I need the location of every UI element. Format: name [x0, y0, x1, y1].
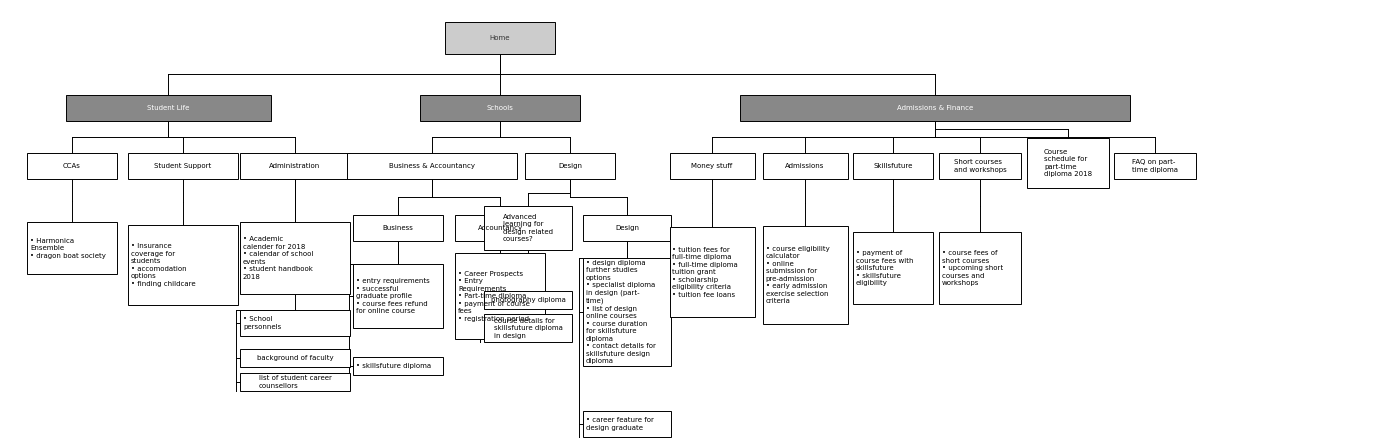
FancyBboxPatch shape: [127, 225, 238, 305]
Text: • Career Prospects
• Entry
Requirements
• Part-time diploma
• payment of course
: • Career Prospects • Entry Requirements …: [458, 270, 529, 321]
Text: • Academic
calender for 2018
• calendar of school
events
• student handbook
2018: • Academic calender for 2018 • calendar …: [244, 236, 314, 280]
Text: Administration: Administration: [269, 163, 321, 169]
FancyBboxPatch shape: [353, 357, 442, 375]
Text: • skillsfuture diploma: • skillsfuture diploma: [356, 363, 431, 369]
Text: • career feature for
design graduate: • career feature for design graduate: [587, 417, 654, 431]
Text: • payment of
course fees with
skillsfuture
• skillsfuture
eligibility: • payment of course fees with skillsfutu…: [855, 250, 913, 286]
FancyBboxPatch shape: [455, 253, 545, 339]
Text: • Harmonica
Ensemble
• dragon boat society: • Harmonica Ensemble • dragon boat socie…: [29, 238, 106, 258]
FancyBboxPatch shape: [582, 215, 671, 241]
Text: • course fees of
short courses
• upcoming short
courses and
workshops: • course fees of short courses • upcomin…: [942, 250, 1004, 286]
Text: Skillsfuture: Skillsfuture: [874, 163, 913, 169]
FancyBboxPatch shape: [1028, 138, 1109, 188]
Text: Business & Accountancy: Business & Accountancy: [389, 163, 475, 169]
Text: • entry requirements
• successful
graduate profile
• course fees refund
for onli: • entry requirements • successful gradua…: [356, 278, 430, 314]
Text: Money stuff: Money stuff: [692, 163, 732, 169]
FancyBboxPatch shape: [347, 153, 517, 179]
Text: course details for
skillsfuture diploma
in design: course details for skillsfuture diploma …: [494, 317, 563, 338]
FancyBboxPatch shape: [27, 222, 118, 274]
FancyBboxPatch shape: [455, 215, 545, 241]
FancyBboxPatch shape: [669, 227, 755, 317]
FancyBboxPatch shape: [763, 153, 847, 179]
FancyBboxPatch shape: [353, 215, 442, 241]
FancyBboxPatch shape: [763, 226, 847, 324]
Text: Admissions: Admissions: [785, 163, 825, 169]
Text: photography diploma: photography diploma: [490, 297, 566, 303]
FancyBboxPatch shape: [239, 349, 350, 367]
FancyBboxPatch shape: [420, 95, 580, 121]
FancyBboxPatch shape: [66, 95, 270, 121]
FancyBboxPatch shape: [484, 314, 573, 342]
Text: Advanced
learning for
design related
courses?: Advanced learning for design related cou…: [503, 214, 553, 242]
FancyBboxPatch shape: [353, 264, 442, 328]
Text: Short courses
and workshops: Short courses and workshops: [953, 159, 1007, 173]
Text: Student Support: Student Support: [154, 163, 211, 169]
Text: Business: Business: [382, 225, 413, 231]
Text: FAQ on part-
time diploma: FAQ on part- time diploma: [1133, 159, 1177, 173]
Text: Course
schedule for
part-time
diploma 2018: Course schedule for part-time diploma 20…: [1044, 149, 1092, 177]
Text: CCAs: CCAs: [63, 163, 81, 169]
FancyBboxPatch shape: [853, 232, 932, 304]
FancyBboxPatch shape: [239, 222, 350, 294]
FancyBboxPatch shape: [445, 22, 554, 54]
Text: Schools: Schools: [487, 105, 514, 111]
FancyBboxPatch shape: [669, 153, 755, 179]
FancyBboxPatch shape: [127, 153, 238, 179]
FancyBboxPatch shape: [582, 411, 671, 437]
FancyBboxPatch shape: [239, 310, 350, 336]
FancyBboxPatch shape: [582, 258, 671, 366]
Text: • Insurance
coverage for
students
• accomodation
options
• finding childcare: • Insurance coverage for students • acco…: [132, 243, 196, 287]
Text: list of student career
counsellors: list of student career counsellors: [259, 375, 332, 389]
Text: • tuition fees for
full-time diploma
• full-time diploma
tuition grant
• scholar: • tuition fees for full-time diploma • f…: [672, 246, 738, 297]
Text: Home: Home: [490, 35, 510, 41]
Text: Student Life: Student Life: [147, 105, 189, 111]
FancyBboxPatch shape: [525, 153, 615, 179]
Text: • course eligibility
calculator
• online
submission for
pre-admission
• early ad: • course eligibility calculator • online…: [766, 246, 829, 304]
Text: Design: Design: [559, 163, 582, 169]
FancyBboxPatch shape: [484, 291, 573, 309]
FancyBboxPatch shape: [1114, 153, 1196, 179]
FancyBboxPatch shape: [853, 153, 932, 179]
FancyBboxPatch shape: [939, 232, 1021, 304]
Text: • School
personnels: • School personnels: [244, 316, 281, 330]
FancyBboxPatch shape: [239, 373, 350, 391]
Text: Admissions & Finance: Admissions & Finance: [897, 105, 973, 111]
FancyBboxPatch shape: [27, 153, 118, 179]
Text: background of faculty: background of faculty: [256, 355, 333, 361]
Text: Accountancy: Accountancy: [477, 225, 522, 231]
FancyBboxPatch shape: [484, 206, 573, 250]
FancyBboxPatch shape: [939, 153, 1021, 179]
FancyBboxPatch shape: [239, 153, 350, 179]
FancyBboxPatch shape: [741, 95, 1130, 121]
Text: Design: Design: [615, 225, 638, 231]
Text: • design diploma
further studies
options
• specialist diploma
in design (part-
t: • design diploma further studies options…: [587, 260, 655, 364]
